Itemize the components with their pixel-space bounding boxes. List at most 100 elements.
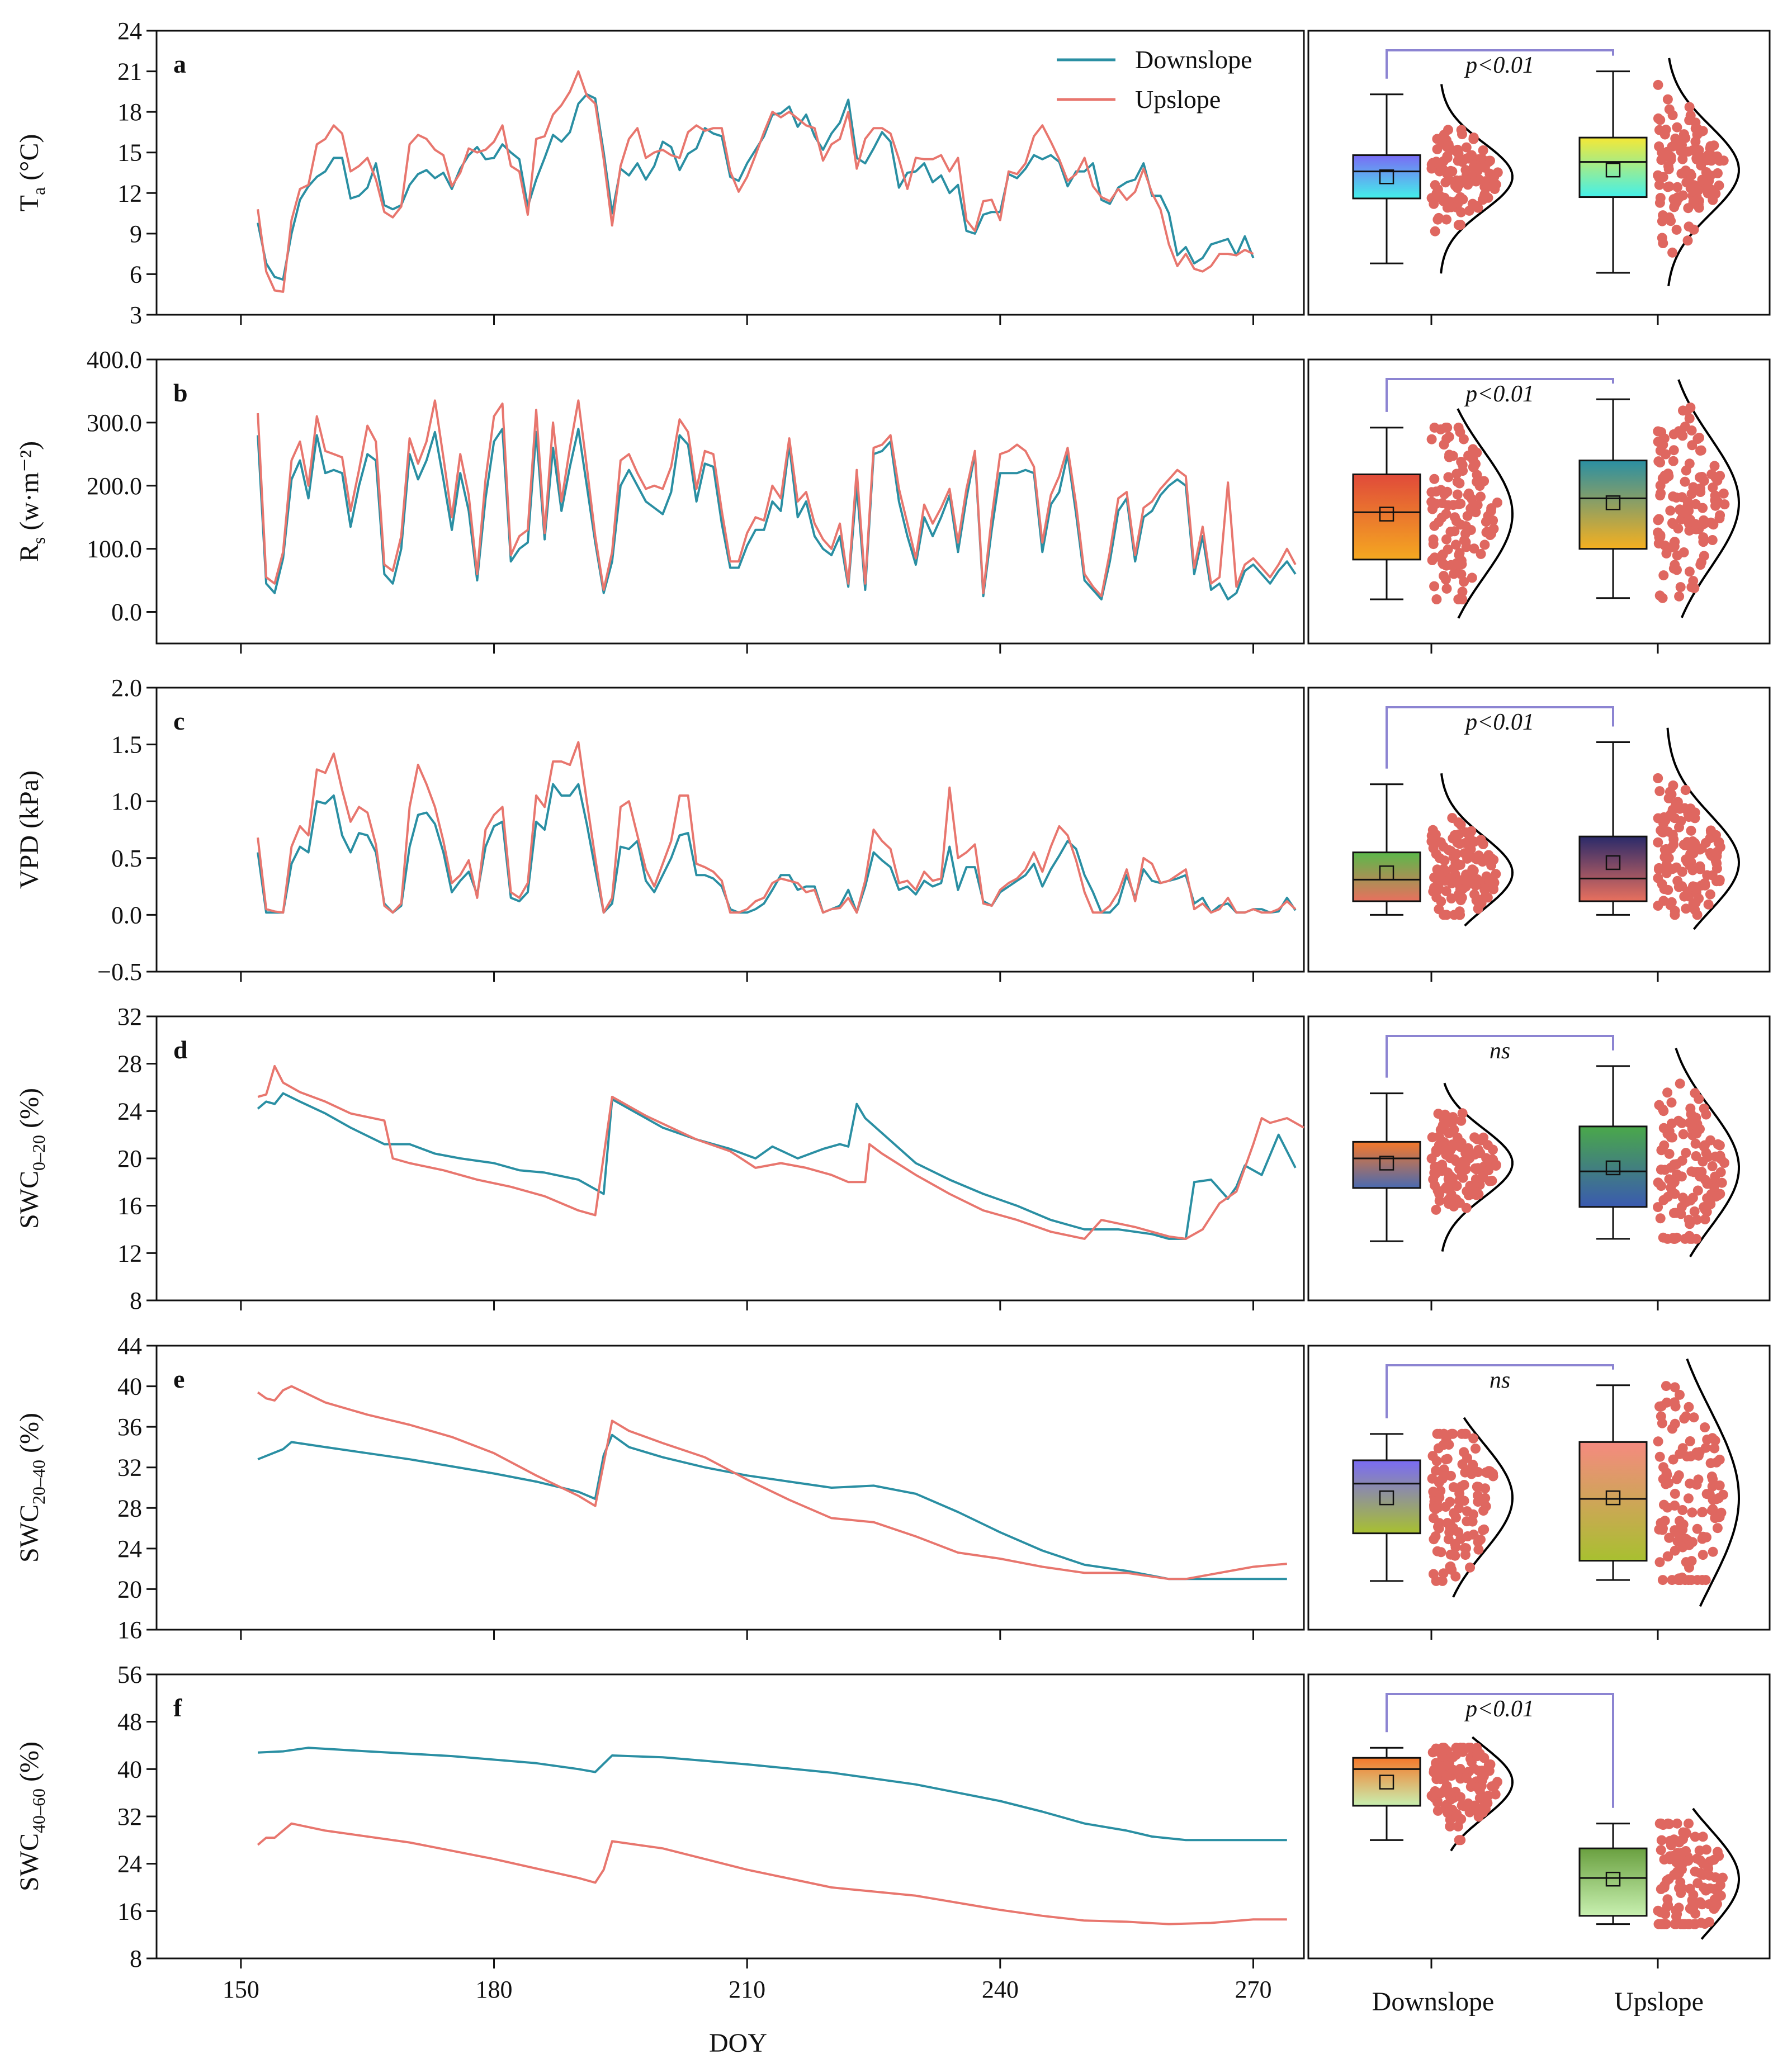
timeseries-frame: [155, 1015, 1305, 1302]
y-tick-label: 20: [117, 1575, 142, 1603]
scatter-point: [1472, 1782, 1482, 1792]
y-axis-title: Ta (°C): [15, 134, 49, 212]
scatter-point: [1430, 1504, 1441, 1515]
scatter-point: [1714, 180, 1724, 191]
scatter-point: [1429, 1167, 1440, 1178]
scatter-point: [1714, 876, 1725, 887]
scatter-point: [1713, 168, 1723, 178]
scatter-point: [1680, 785, 1691, 796]
scatter-point: [1452, 860, 1463, 871]
scatter-point: [1696, 445, 1706, 456]
y-tick-label: 48: [117, 1709, 142, 1736]
timeseries-frame: [155, 30, 1305, 316]
x-tick-label: 210: [729, 1976, 765, 2003]
scatter-point: [1711, 1191, 1721, 1202]
scatter-point: [1656, 1401, 1667, 1412]
scatter-point: [1656, 1411, 1666, 1422]
scatter-point: [1658, 238, 1668, 248]
scatter-point: [1701, 167, 1711, 177]
scatter-point: [1468, 1509, 1478, 1520]
scatter-point: [1659, 1907, 1670, 1918]
scatter-point: [1705, 889, 1715, 900]
density-curve-downslope: [1457, 408, 1514, 619]
scatter-point: [1441, 886, 1451, 896]
scatter-point: [1451, 516, 1462, 527]
scatter-point: [1449, 569, 1459, 579]
scatter-point: [1482, 892, 1493, 903]
boxplot-frame: [1307, 1345, 1771, 1631]
series-line-upslope: [257, 1822, 1287, 1925]
panel-letter: b: [173, 378, 188, 407]
scatter-point: [1429, 1534, 1439, 1545]
y-tick-label: 0.5: [111, 845, 142, 872]
scatter-point: [1663, 471, 1674, 481]
scatter-point: [1447, 813, 1458, 824]
scatter-point: [1653, 837, 1663, 848]
boxplot-frame: [1307, 1673, 1771, 1960]
scatter-point: [1479, 189, 1490, 200]
y-tick-label: 40: [117, 1755, 142, 1783]
y-tick-label: 44: [117, 1332, 142, 1360]
scatter-point: [1429, 872, 1440, 883]
panel-letter: c: [173, 707, 185, 735]
scatter-point: [1666, 1097, 1677, 1108]
scatter-point: [1656, 1181, 1666, 1191]
scatter-point: [1670, 1401, 1681, 1412]
scatter-points-upslope: [1653, 1381, 1728, 1586]
scatter-point: [1441, 1771, 1452, 1782]
panel-f: 8 16 24 32 40 48 56 150 180 210 240 270 SWC40–60 (%)…: [15, 1661, 1771, 2003]
scatter-point: [1670, 1501, 1680, 1511]
scatter-point: [1662, 1894, 1673, 1905]
scatter-point: [1701, 1206, 1712, 1217]
scatter-point: [1694, 145, 1704, 155]
scatter-point: [1667, 110, 1678, 120]
scatter-point: [1710, 490, 1720, 501]
scatter-point: [1690, 1138, 1701, 1149]
scatter-point: [1664, 1532, 1675, 1543]
density-curve-downslope: [1440, 773, 1514, 927]
scatter-point: [1449, 1154, 1460, 1165]
scatter-point: [1687, 1537, 1698, 1548]
scatter-point: [1696, 160, 1706, 171]
density-curve-downslope: [1450, 1736, 1514, 1852]
scatter-point: [1654, 786, 1665, 797]
y-tick-label: 24: [117, 1097, 142, 1125]
scatter-point: [1432, 144, 1443, 154]
scatter-point: [1654, 1100, 1665, 1110]
scatter-point: [1709, 1900, 1720, 1911]
scatter-point: [1426, 1153, 1437, 1164]
scatter-point: [1693, 185, 1704, 196]
scatter-point: [1654, 514, 1664, 524]
scatter-point: [1683, 1575, 1694, 1586]
scatter-point: [1429, 581, 1440, 591]
scatter-points-upslope: [1653, 1818, 1728, 1929]
scatter-point: [1441, 214, 1451, 225]
scatter-point: [1491, 1160, 1501, 1170]
scatter-point: [1706, 469, 1717, 480]
scatter-point: [1465, 1562, 1475, 1573]
scatter-point: [1656, 1165, 1666, 1175]
scatter-point: [1450, 1550, 1460, 1561]
scatter-point: [1686, 582, 1697, 593]
box-iqr-downslope: [1352, 473, 1421, 561]
scatter-point: [1658, 172, 1668, 182]
scatter-point: [1441, 534, 1451, 545]
scatter-point: [1667, 830, 1678, 840]
x-axis: DOY Downslope Upslope: [709, 1987, 1704, 2058]
panel-a: 3 6 9 12 15 18 21 24 Ta (°C) a p<0.01: [15, 17, 1771, 329]
scatter-point: [1655, 457, 1666, 468]
scatter-point: [1456, 569, 1467, 580]
scatter-point: [1671, 862, 1682, 873]
scatter-point: [1684, 505, 1694, 516]
scatter-point: [1439, 855, 1450, 866]
y-tick-label: 28: [117, 1050, 142, 1078]
scatter-point: [1468, 444, 1478, 455]
y-tick-label: 300.0: [87, 409, 142, 437]
scatter-point: [1431, 1465, 1441, 1476]
scatter-point: [1486, 860, 1497, 870]
scatter-point: [1685, 1233, 1695, 1244]
scatter-point: [1672, 1818, 1682, 1829]
scatter-point: [1669, 1870, 1680, 1880]
scatter-point: [1431, 594, 1442, 604]
box-mean-downslope: [1379, 169, 1394, 184]
